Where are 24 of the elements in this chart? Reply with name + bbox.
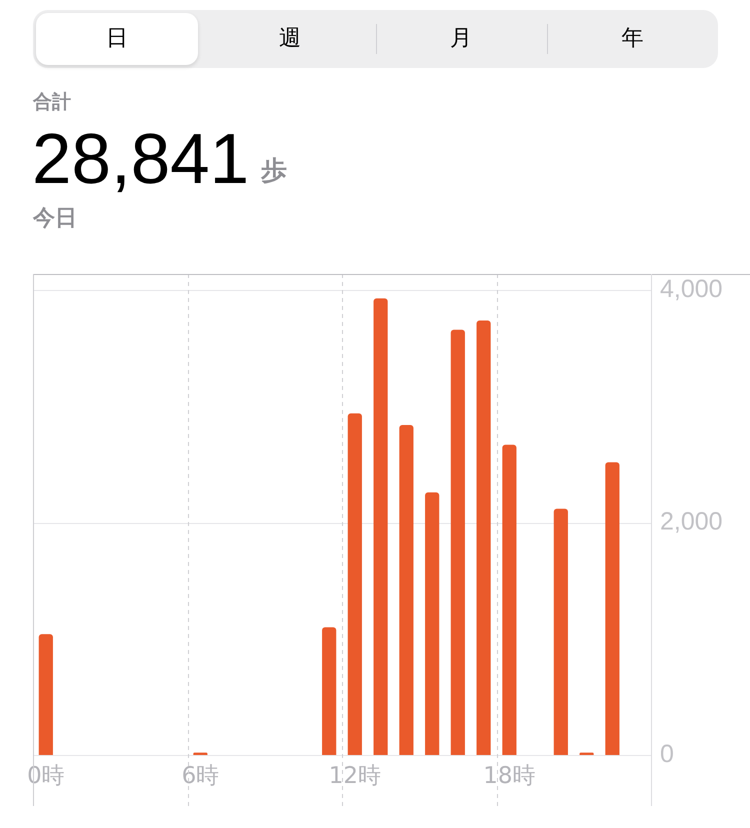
selected-tab: 日 — [36, 13, 198, 65]
chart-title: 合計 — [33, 90, 71, 114]
bar — [450, 330, 465, 755]
bar — [348, 413, 362, 755]
bar — [605, 462, 620, 755]
y-tick-label: 0 — [660, 740, 674, 768]
text: 歩 — [261, 156, 287, 186]
x-tick-label: 18時 — [483, 762, 536, 789]
segmented-control: 日 週 月 年 — [33, 10, 718, 68]
y-tick-label: 4,000 — [660, 275, 723, 304]
x-tick-label: 0時 — [27, 762, 65, 789]
x-tick-label: 12時 — [328, 762, 382, 789]
bar — [322, 627, 336, 755]
chart-subtitle: 今日 — [33, 205, 77, 233]
text: 28,841 — [32, 120, 250, 199]
bar — [554, 508, 568, 755]
bar — [425, 492, 440, 755]
y-tick-label: 2,000 — [660, 508, 723, 536]
bar — [399, 425, 414, 755]
bar — [38, 634, 53, 755]
x-tick-label: 6時 — [182, 762, 220, 789]
bar — [374, 298, 388, 755]
bar — [502, 444, 516, 755]
bar — [476, 320, 491, 755]
